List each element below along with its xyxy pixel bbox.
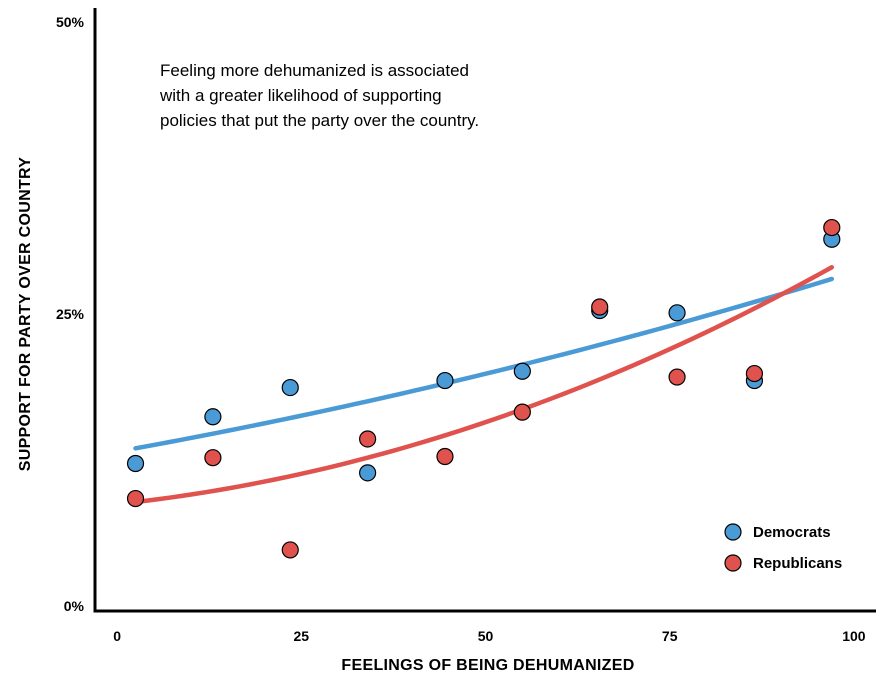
point-republicans-5: [513, 403, 531, 421]
y-tick-label-0: 0%: [64, 598, 85, 614]
point-democrats-3: [359, 464, 377, 482]
trend-lines: [133, 265, 835, 505]
point-republicans-7: [668, 368, 686, 386]
legend-label-republicans: Republicans: [753, 555, 842, 572]
point-democrats-7: [668, 304, 686, 322]
x-axis-title: FEELINGS OF BEING DEHUMANIZED: [341, 657, 634, 674]
legend-marker-democrats: [724, 523, 742, 541]
x-tick-labels: 0 25 50 75 100: [113, 628, 866, 644]
annotation-line-2: with a greater likelihood of supporting: [159, 86, 442, 105]
x-tick-label-0: 0: [113, 628, 121, 644]
point-democrats-2: [281, 378, 299, 397]
y-tick-label-1: 25%: [56, 306, 85, 322]
legend: Democrats Republicans: [724, 523, 842, 572]
x-tick-label-1: 25: [294, 628, 310, 644]
y-tick-label-2: 50%: [56, 14, 85, 30]
point-democrats-4: [436, 371, 454, 390]
point-republicans-3: [359, 430, 377, 448]
annotation-line-1: Feeling more dehumanized is associated: [160, 61, 469, 80]
point-republicans-9: [823, 218, 841, 237]
point-democrats-1: [204, 408, 222, 426]
point-republicans-2: [281, 541, 299, 559]
annotation-line-3: policies that put the party over the cou…: [160, 111, 479, 130]
x-tick-label-4: 100: [842, 628, 866, 644]
point-republicans-8: [745, 364, 764, 383]
trend-line-democrats: [133, 276, 835, 451]
trend-line-republicans: [133, 265, 835, 505]
y-tick-labels: 0% 25% 50%: [56, 14, 85, 614]
point-republicans-1: [204, 449, 222, 467]
legend-marker-republicans: [724, 554, 742, 572]
point-democrats-0: [126, 454, 145, 473]
annotation-text: Feeling more dehumanized is associated w…: [159, 61, 479, 130]
point-republicans-0: [126, 489, 145, 508]
point-democrats-5: [513, 362, 531, 380]
y-axis-title: SUPPORT FOR PARTY OVER COUNTRY: [17, 157, 34, 472]
x-tick-label-2: 50: [478, 628, 494, 644]
point-republicans-6: [591, 298, 609, 316]
point-republicans-4: [436, 447, 454, 466]
x-tick-label-3: 75: [662, 628, 678, 644]
data-points: [126, 218, 841, 559]
legend-label-democrats: Democrats: [753, 524, 831, 541]
